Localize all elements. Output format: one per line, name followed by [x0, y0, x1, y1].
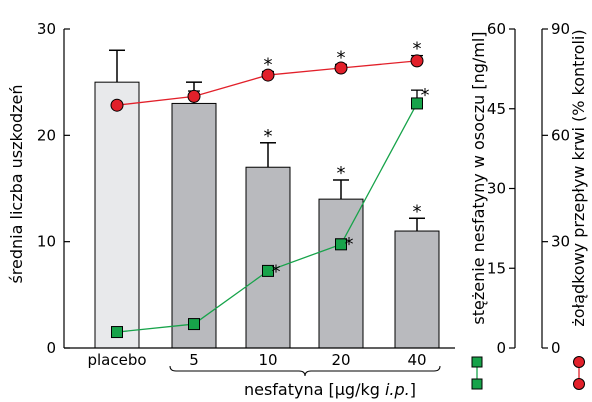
- y-tick-label-left-3: 30: [37, 20, 56, 38]
- bar-significance-4: *: [413, 201, 422, 222]
- bar-2: [245, 166, 291, 349]
- series-1-point-4: [410, 54, 424, 68]
- y-tick-label-right1-2: 30: [487, 180, 506, 198]
- lines-layer: [110, 54, 424, 339]
- legend-0-marker-0: [471, 356, 483, 368]
- y-tick-label-left-0: 0: [46, 339, 56, 357]
- dose-bracket: [169, 365, 441, 377]
- bar-0: [94, 81, 140, 349]
- series-0-point-1: [188, 318, 200, 331]
- series-1-point-2: [261, 68, 275, 82]
- legend-0-marker-1: [471, 378, 483, 390]
- y-tick-label-right2-3: 90: [551, 20, 570, 38]
- series-0-point-2: [262, 264, 274, 277]
- x-axis-title: nesfatyna [µg/kg i.p.]: [244, 380, 416, 399]
- y-tick-label-right1-4: 60: [487, 20, 506, 38]
- legend-1-marker-1: [573, 378, 585, 390]
- labels-layer: * * * 0 10 20 30 placebo 5 10 20 40 0 15 30 45 60 0 30 60 90…: [37, 20, 585, 390]
- y-tick-label-right1-0: 0: [496, 339, 506, 357]
- series-1-significance-3: *: [337, 47, 346, 68]
- x-tick-label-1: 5: [189, 351, 199, 369]
- y-tick-label-right1-1: 15: [487, 259, 506, 277]
- y-axis-title-left: średnia liczba uszkodzeń: [7, 84, 26, 283]
- y-tick-label-left-1: 10: [37, 233, 56, 251]
- series-0-significance-4: *: [421, 85, 430, 106]
- series-0-point-0: [111, 326, 123, 339]
- y-axis-title-right1: stężenie nesfatyny w osoczu [ng/ml]: [469, 31, 488, 324]
- series-1-point-0: [110, 98, 124, 112]
- x-tick-label-2: 10: [258, 351, 277, 369]
- y-axis-title-right2: żołądkowy przepływ krwi (% kontroli): [569, 29, 588, 326]
- series-0-significance-2: *: [272, 262, 281, 283]
- bar-4: [394, 230, 440, 349]
- y-tick-label-right2-1: 30: [551, 233, 570, 251]
- y-tick-label-right1-3: 45: [487, 100, 506, 118]
- x-tick-label-4: 40: [407, 351, 426, 369]
- series-1-point-3: [334, 61, 348, 75]
- series-1-point-1: [187, 89, 201, 103]
- x-tick-label-3: 20: [331, 351, 350, 369]
- x-axis-title-italic: i.p.: [385, 380, 410, 399]
- x-axis-title-main: nesfatyna [µg/kg: [244, 380, 385, 399]
- series-0-significance-3: *: [345, 234, 354, 255]
- x-tick-label-0: placebo: [87, 351, 146, 369]
- bars-layer: [94, 49, 440, 349]
- bar-significance-2: *: [264, 126, 273, 147]
- y-tick-label-left-2: 20: [37, 126, 56, 144]
- bar-significance-3: *: [337, 163, 346, 184]
- y-tick-label-right2-0: 0: [551, 339, 561, 357]
- series-1-significance-4: *: [413, 39, 422, 60]
- series-1-significance-2: *: [264, 55, 273, 76]
- series-0-point-3: [335, 238, 347, 251]
- axes-layer: [63, 28, 548, 377]
- bar-3: [318, 198, 364, 349]
- legend-1-marker-0: [573, 356, 585, 368]
- x-axis-title-end: ]: [410, 380, 416, 399]
- y-tick-label-right2-2: 60: [551, 126, 570, 144]
- bar-1: [171, 102, 217, 349]
- series-0-point-4: [411, 97, 423, 110]
